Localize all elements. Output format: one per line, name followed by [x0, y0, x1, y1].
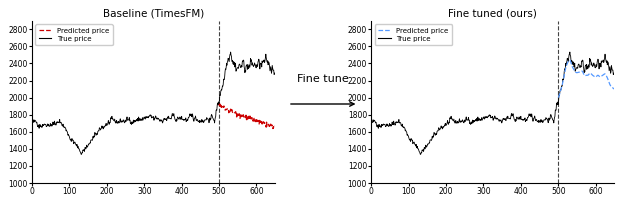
Legend: Predicted price, True price: Predicted price, True price [374, 24, 452, 45]
Text: Fine tune: Fine tune [298, 74, 349, 84]
Title: Baseline (TimesFM): Baseline (TimesFM) [103, 9, 204, 19]
Legend: Predicted price, True price: Predicted price, True price [35, 24, 113, 45]
Title: Fine tuned (ours): Fine tuned (ours) [449, 9, 537, 19]
